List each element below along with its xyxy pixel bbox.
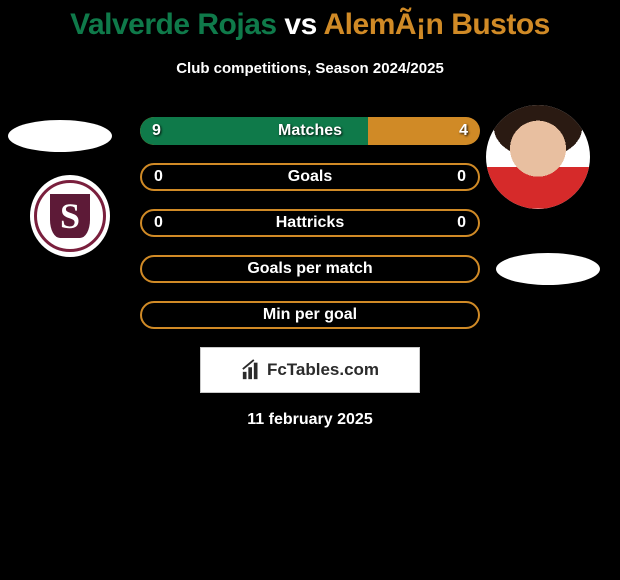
player-left-flag-oval — [8, 120, 112, 152]
club-badge-letter: S — [50, 194, 90, 238]
stat-label: Goals per match — [142, 257, 478, 281]
stat-label: Min per goal — [142, 303, 478, 327]
comparison-date: 11 february 2025 — [247, 411, 372, 429]
stat-label: Matches — [140, 117, 480, 145]
stat-bars: 94Matches 00Goals 00Hattricks Goals per mat… — [140, 117, 480, 347]
player-right-name: AlemÃ¡n Bustos — [324, 8, 550, 41]
stat-bar: 00Hattricks — [140, 209, 480, 237]
stat-bar: 00Goals — [140, 163, 480, 191]
player-right-flag-oval — [496, 253, 600, 285]
stat-label: Hattricks — [142, 211, 478, 235]
stat-label: Goals — [142, 165, 478, 189]
stat-bar: 94Matches — [140, 117, 480, 145]
stat-bar: Goals per match — [140, 255, 480, 283]
player-left-club-badge: S — [30, 175, 110, 257]
branding-text: FcTables.com — [267, 360, 379, 380]
subtitle: Club competitions, Season 2024/2025 — [0, 60, 620, 77]
club-badge-icon: S — [34, 180, 106, 252]
page-title: Valverde Rojas vs AlemÃ¡n Bustos — [0, 0, 620, 42]
bars-chart-icon — [241, 359, 263, 381]
stat-bar: Min per goal — [140, 301, 480, 329]
player-face-icon — [486, 105, 590, 209]
player-right-photo — [486, 105, 590, 209]
branding-box: FcTables.com — [200, 347, 420, 393]
title-vs: vs — [277, 8, 324, 41]
player-left-name: Valverde Rojas — [70, 8, 276, 41]
